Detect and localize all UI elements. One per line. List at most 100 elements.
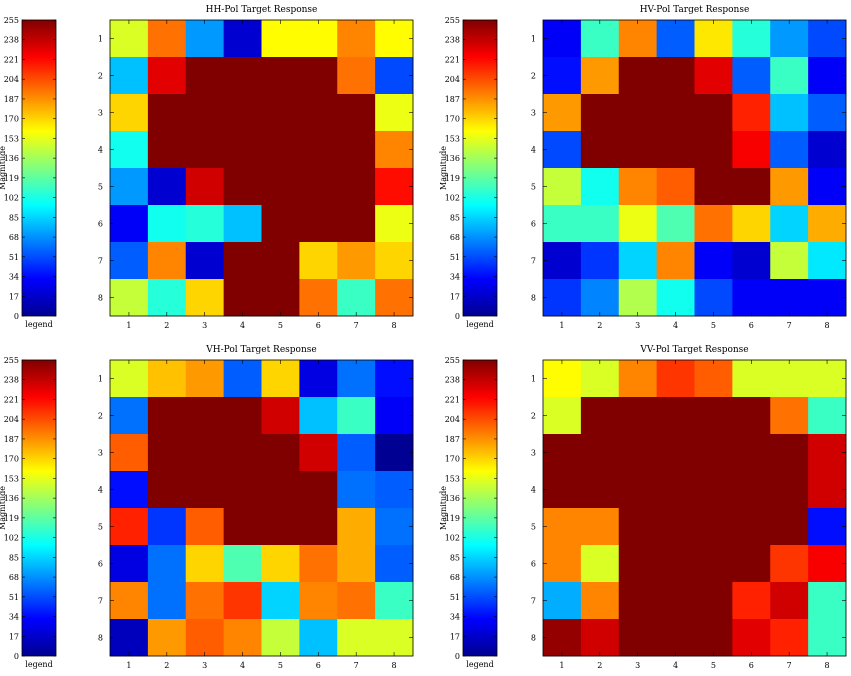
heatmap-cell [808,279,847,317]
x-tick-label: 5 [278,321,283,330]
heatmap-cell [580,508,620,546]
colorbar-tick-label: 170 [445,115,460,124]
heatmap-cell [770,279,809,317]
colorbar-tick-label: 34 [9,273,19,282]
x-tick-label: 4 [240,661,245,670]
colorbar-footer-label: legend [25,320,52,329]
heatmap-cell [808,168,847,206]
colorbar-tick-label: 187 [4,435,19,444]
heatmap-cell [770,545,809,583]
colorbar-tick-label: 34 [9,613,19,622]
y-tick-label: 3 [531,109,536,118]
heatmap-cell [543,397,582,435]
heatmap-cell [261,434,300,472]
colorbar-tick-label: 255 [445,356,460,365]
heatmap-cell [580,205,620,243]
heatmap-cell [375,619,414,657]
heatmap-cell [110,131,149,169]
chart-title: VV-Pol Target Response [639,345,748,355]
heatmap-cell [299,131,338,169]
heatmap-cell [110,20,149,58]
heatmap-cell [337,619,376,657]
heatmap-cell [580,94,620,132]
colorbar-tick-label: 204 [4,75,19,84]
colorbar-tick-label: 34 [450,273,460,282]
heatmap-cell [618,205,658,243]
plot-frame [542,19,847,317]
heatmap-cell [808,397,847,435]
colorbar-tick-label: 136 [4,154,19,163]
heatmap-cell [299,242,338,280]
heatmap-cell [223,434,262,472]
heatmap-cell [732,434,771,472]
heatmap-cell [732,397,771,435]
y-tick-label: 1 [98,375,103,384]
panel-1: 0173451688510211913615317018720422123825… [0,5,414,330]
y-tick-label: 3 [531,449,536,458]
heatmap-cell [375,360,414,398]
colorbar-gradient [21,359,57,657]
heatmap-cell [694,582,733,620]
heatmap-cell [185,545,225,583]
heatmap-cell [261,205,300,243]
colorbar-tick-label: 119 [4,174,19,183]
heatmap-cell [580,397,620,435]
x-tick-label: 7 [354,321,359,330]
colorbar-tick-label: 221 [4,395,19,404]
y-tick-label: 3 [98,449,103,458]
colorbar: 0 17 34 51 68 85 102 119 136 153 170 187 204 221 238 25… [439,16,498,329]
heatmap-cell [543,360,582,398]
heatmap-cell [223,582,262,620]
heatmap-cell [261,582,300,620]
colorbar-tick-label: 221 [445,55,460,64]
panel-2: 0173451688510211913615317018720422123825… [439,5,847,330]
heatmap-cell [299,619,338,657]
heatmap-cell [656,20,695,58]
heatmap-cell [580,20,620,58]
heatmap-cell [770,434,809,472]
heatmap-cell [770,471,809,509]
heatmap-cell [110,57,149,95]
heatmap-cell [337,279,376,317]
heatmap-cell [656,397,695,435]
heatmap-cell [770,94,809,132]
y-tick-label: 4 [531,146,536,155]
colorbar-footer-label: legend [466,660,493,669]
heatmap-cell [110,205,149,243]
heatmap-cell [375,582,414,620]
heatmap-cell [732,94,771,132]
colorbar-tick-label: 204 [445,415,460,424]
colorbar-tick-label: 0 [455,652,460,661]
heatmap-cell [337,168,376,206]
colorbar-footer-label: legend [25,660,52,669]
heatmap-cell [147,20,187,58]
heatmap-cell [375,545,414,583]
colorbar-tick-label: 255 [4,356,19,365]
heatmap-cell [299,168,338,206]
colorbar-tick-label: 119 [4,514,19,523]
heatmap-cell [543,545,582,583]
heatmap-cell [185,360,225,398]
heatmap-cell [110,360,149,398]
heatmap-cell [261,20,300,58]
heatmap-cell [147,360,187,398]
colorbar-tick-label: 34 [450,613,460,622]
colorbar-tick-label: 153 [4,134,19,143]
heatmap-cell [110,94,149,132]
colorbar-tick-label: 68 [450,233,460,242]
chart-title: VH-Pol Target Response [205,345,316,355]
heatmap-cell [543,94,582,132]
colorbar-tick-label: 51 [450,253,460,262]
heatmap-cell [147,57,187,95]
heatmap-cell [185,94,225,132]
heatmap-cell [694,545,733,583]
colorbar-tick-label: 170 [4,115,19,124]
heatmap-cell [618,508,658,546]
heatmap-cell [337,508,376,546]
heatmap-cell [808,582,847,620]
heatmap-cell [337,545,376,583]
colorbar-tick-label: 119 [445,514,460,523]
x-tick-label: 5 [278,661,283,670]
heatmap-cell [656,360,695,398]
heatmap-cell [185,471,225,509]
